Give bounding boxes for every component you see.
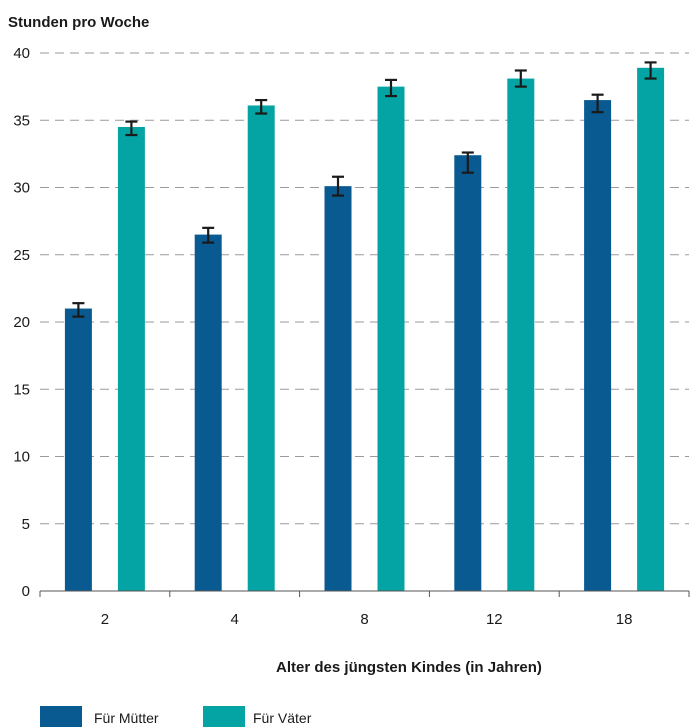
x-axis-title: Alter des jüngsten Kindes (in Jahren): [276, 659, 542, 676]
bar-muetter: [194, 234, 222, 591]
bar-vaeter: [247, 105, 275, 591]
legend-label: Für Väter: [253, 710, 312, 726]
error-bar: [332, 175, 344, 197]
y-tick-label: 5: [22, 516, 30, 533]
error-bar: [514, 69, 527, 88]
y-tick-labels: 0 5 10 15 20 25 30 35 40: [13, 45, 30, 600]
y-tick-label: 10: [13, 449, 30, 466]
x-axis: [39, 590, 690, 597]
y-axis-title: Stunden pro Woche: [8, 14, 149, 31]
error-bar: [255, 98, 268, 115]
legend: Für Mütter Für Väter: [40, 706, 312, 727]
bar-muetter: [584, 100, 612, 591]
y-tick-label: 35: [13, 112, 30, 129]
bar-vaeter: [377, 86, 405, 591]
bar-muetter: [64, 308, 92, 591]
error-bar: [591, 93, 604, 114]
legend-item: Für Väter: [203, 706, 312, 727]
error-bar: [644, 61, 657, 80]
y-tick-label: 0: [22, 583, 30, 600]
error-bar: [72, 302, 85, 318]
y-tick-label: 15: [13, 381, 30, 398]
y-tick-label: 30: [13, 180, 30, 197]
x-tick-label: 18: [616, 611, 633, 628]
x-tick-labels: 2 4 8 12 18: [101, 611, 633, 628]
x-tick-label: 2: [101, 611, 109, 628]
bar-muetter: [324, 186, 352, 591]
y-tick-label: 40: [13, 45, 30, 62]
legend-label: Für Mütter: [94, 710, 159, 726]
x-tick-label: 8: [360, 611, 368, 628]
y-tick-label: 25: [13, 247, 30, 264]
legend-item: Für Mütter: [40, 706, 159, 727]
bars: [64, 67, 665, 592]
error-bars: [72, 61, 657, 318]
error-bar: [125, 120, 138, 137]
y-tick-label: 20: [13, 314, 30, 331]
bar-vaeter: [117, 126, 145, 591]
bar-vaeter: [507, 78, 535, 592]
bar-vaeter: [637, 67, 665, 592]
legend-swatch: [203, 706, 245, 727]
error-bar: [202, 226, 215, 244]
error-bar: [461, 151, 474, 174]
bar-muetter: [454, 155, 482, 591]
legend-swatch: [40, 706, 82, 727]
x-tick-label: 12: [486, 611, 503, 628]
x-tick-label: 4: [231, 611, 239, 628]
grid-layer: [40, 52, 689, 525]
error-bar: [385, 78, 397, 98]
